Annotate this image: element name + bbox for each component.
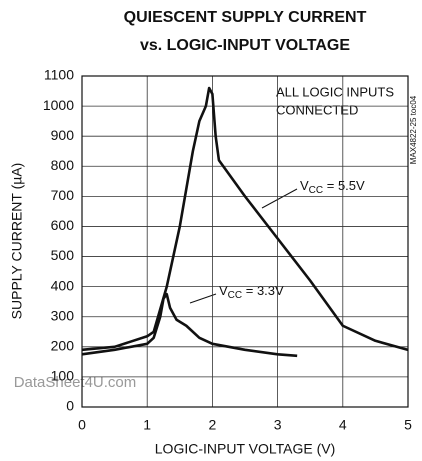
series-line [81, 292, 298, 358]
x-tick-label: 2 [209, 417, 217, 433]
y-tick-label: 1100 [44, 67, 74, 83]
annotation: ALL LOGIC INPUTS [276, 84, 394, 99]
x-tick-label: 1 [143, 417, 151, 433]
y-tick-label: 400 [51, 277, 75, 293]
y-tick-label: 0 [66, 398, 74, 414]
x-tick-label: 4 [339, 417, 347, 433]
leader-line [261, 188, 298, 209]
series-line [81, 86, 409, 352]
chart-title: QUIESCENT SUPPLY CURRENT [124, 9, 367, 26]
y-tick-label: 500 [51, 247, 75, 263]
y-tick-label: 600 [51, 217, 75, 233]
figure-id: MAX4822-25 toc04 [409, 95, 418, 164]
series-label: VCC = 3.3V [219, 283, 284, 300]
chart-title: vs. LOGIC-INPUT VOLTAGE [140, 37, 350, 54]
plot-frame [81, 75, 409, 408]
x-tick-label: 3 [274, 417, 282, 433]
annotation: CONNECTED [276, 102, 358, 117]
y-tick-label: 300 [51, 307, 75, 323]
y-tick-label: 700 [51, 187, 75, 203]
y-tick-label: 1000 [43, 97, 74, 113]
x-tick-label: 5 [404, 417, 412, 433]
y-axis-label: SUPPLY CURRENT (µA) [9, 163, 25, 320]
y-tick-label: 200 [51, 338, 75, 354]
watermark: DataSheet4U.com [14, 374, 137, 391]
y-tick-label: 900 [51, 127, 75, 143]
x-tick-label: 0 [78, 417, 86, 433]
y-tick-label: 100 [51, 368, 75, 384]
y-tick-label: 800 [51, 157, 75, 173]
leader-line [189, 293, 217, 304]
series-label: VCC = 5.5V [300, 178, 365, 195]
x-axis-label: LOGIC-INPUT VOLTAGE (V) [155, 441, 335, 457]
